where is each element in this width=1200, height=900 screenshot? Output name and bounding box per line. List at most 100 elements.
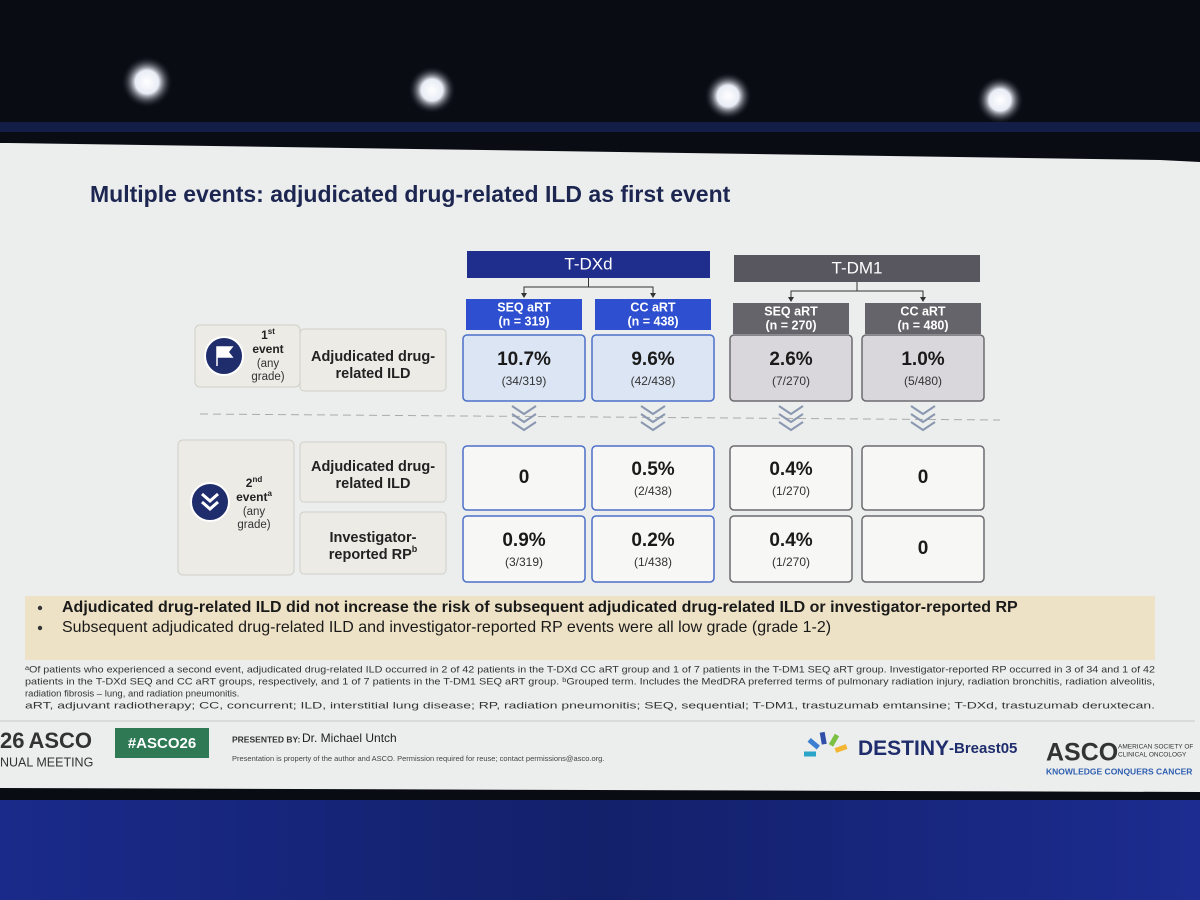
event-sup: st	[268, 327, 275, 336]
arm-n: (n = 438)	[627, 314, 678, 328]
stage-light	[408, 66, 456, 114]
hashtag: #ASCO26	[128, 735, 196, 752]
row-label: related ILD	[336, 476, 411, 492]
cell-value: 0	[519, 467, 530, 488]
event-note: grade)	[237, 519, 270, 531]
trial-name-suffix: -Breast05	[949, 740, 1017, 757]
stage-light	[121, 56, 173, 108]
chevron	[640, 421, 666, 432]
event-ordinal: 2nd	[246, 475, 263, 491]
arrow-head	[521, 293, 527, 298]
notice: Presentation is property of the author a…	[232, 754, 604, 763]
cell-value: 0	[918, 538, 929, 559]
meeting-org: ASCO	[28, 728, 92, 753]
cell	[591, 515, 715, 583]
key-point: Subsequent adjudicated drug-related ILD …	[62, 619, 831, 636]
chevron-icon	[201, 492, 219, 503]
row-label-text: related ILD	[336, 366, 411, 382]
chevron	[640, 405, 666, 416]
row-label: Adjudicated drug-	[311, 349, 435, 365]
row-label-text: Adjudicated drug-	[311, 349, 435, 365]
row-label: reported RPb	[329, 544, 418, 562]
cell	[591, 445, 715, 511]
chevron	[511, 405, 537, 416]
trial-logo-ray	[807, 737, 820, 750]
chevron	[778, 421, 804, 432]
cell-detail: (3/319)	[505, 555, 543, 569]
chevron-icon	[201, 500, 219, 511]
row-label: related ILD	[336, 366, 411, 382]
trial-logo-ray	[828, 733, 840, 747]
event-box	[177, 439, 295, 576]
cell-value: 9.6%	[631, 349, 674, 370]
trial-logo-ray	[819, 731, 827, 745]
arrow-head	[650, 293, 656, 298]
flag-icon	[216, 346, 234, 366]
arm-label: CC aRT	[900, 304, 946, 318]
cell	[861, 334, 985, 402]
event-number: 1	[261, 328, 268, 342]
event-word: eventa	[236, 489, 272, 505]
slide-title: Multiple events: adjudicated drug-relate…	[90, 181, 731, 207]
arm-n: (n = 270)	[765, 318, 816, 332]
cell-value: 0.9%	[502, 530, 545, 551]
group-header	[734, 255, 980, 282]
meeting-year: 26	[0, 728, 24, 753]
trial-name-main: DESTINY	[858, 737, 949, 760]
cell	[861, 445, 985, 511]
row-label: Adjudicated drug-	[311, 459, 435, 475]
footnote: aRT, adjuvant radiotherapy; CC, concurre…	[25, 701, 1155, 712]
row-label-text: related ILD	[336, 476, 411, 492]
row-label-box	[299, 511, 447, 575]
arm-n: (n = 319)	[498, 314, 549, 328]
event-note: grade)	[251, 371, 284, 383]
cell	[729, 515, 853, 583]
presented-by: PRESENTED BY:	[232, 734, 300, 744]
meeting-sub: NUAL MEETING	[0, 755, 93, 769]
society-name: AMERICAN SOCIETY OF	[1118, 744, 1193, 751]
cell-value: 0.2%	[631, 530, 674, 551]
row-label-box	[299, 441, 447, 503]
arrow-head	[788, 297, 794, 302]
society-motto: KNOWLEDGE CONQUERS CANCER	[1046, 766, 1192, 776]
presenter: Dr. Michael Untch	[302, 731, 397, 745]
bullet-dot	[37, 605, 43, 611]
cell-value: 1.0%	[901, 349, 944, 370]
arm-label: SEQ aRT	[497, 300, 551, 314]
cell	[861, 515, 985, 583]
chevron	[640, 413, 666, 424]
row-label-text: Adjudicated drug-	[311, 459, 435, 475]
chevron	[910, 421, 936, 432]
footnote: patients in the T-DXd SEQ and CC aRT gro…	[25, 677, 1155, 688]
chevron	[910, 413, 936, 424]
chevron	[778, 405, 804, 416]
chevron	[778, 413, 804, 424]
slide-content: Multiple events: adjudicated drug-relate…	[0, 181, 1195, 776]
group-name: T-DXd	[564, 254, 612, 273]
cell-detail: (1/270)	[772, 484, 810, 498]
cell-value: 0	[918, 467, 929, 488]
chevron	[511, 413, 537, 424]
arm-header	[466, 299, 582, 330]
cell	[462, 515, 586, 583]
trial-name: DESTINY-Breast05	[858, 737, 1017, 760]
row-label-text: Investigator-	[329, 530, 416, 546]
arm-n: (n = 480)	[897, 318, 948, 332]
cell-value: 0.4%	[769, 530, 812, 551]
divider	[199, 413, 1001, 421]
arm-header	[865, 303, 981, 334]
cell-detail: (1/270)	[772, 555, 810, 569]
society-logo: ASCO	[1046, 739, 1118, 767]
truss	[0, 122, 1200, 132]
footnote: ᵃOf patients who experienced a second ev…	[25, 665, 1155, 676]
cell-detail: (34/319)	[502, 374, 547, 388]
arrow-head	[920, 297, 926, 302]
event-sup: nd	[252, 475, 262, 484]
row-label-sup: b	[412, 544, 418, 554]
key-points-box	[25, 596, 1155, 660]
connector	[790, 290, 924, 299]
chevron	[910, 405, 936, 416]
cell-value: 2.6%	[769, 349, 812, 370]
